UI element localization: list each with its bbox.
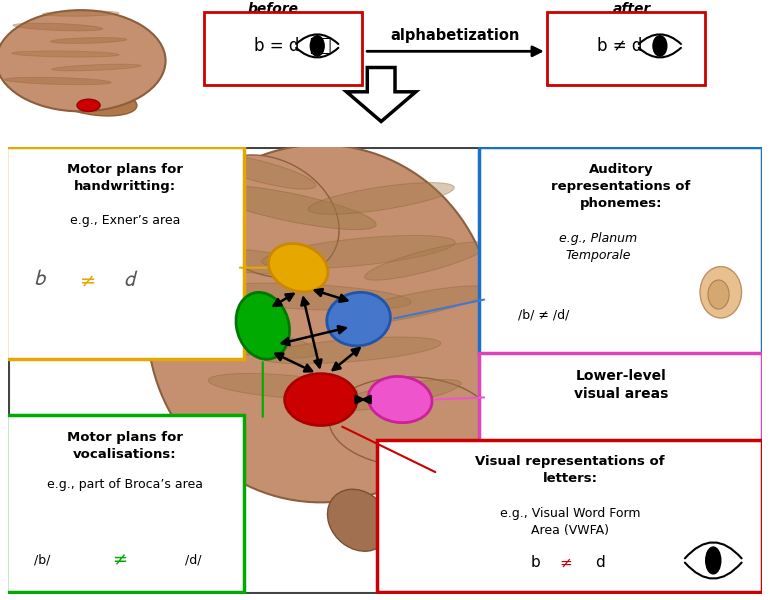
FancyBboxPatch shape	[479, 353, 762, 444]
Text: e.g., part of Broca’s area: e.g., part of Broca’s area	[47, 478, 203, 491]
Ellipse shape	[206, 154, 316, 189]
FancyBboxPatch shape	[547, 12, 705, 85]
Text: alphabetization: alphabetization	[390, 28, 521, 43]
Ellipse shape	[13, 23, 102, 31]
Ellipse shape	[147, 145, 494, 502]
Ellipse shape	[329, 377, 494, 467]
Ellipse shape	[364, 242, 488, 280]
Ellipse shape	[308, 182, 454, 214]
Text: before: before	[248, 2, 299, 16]
Text: /b/: /b/	[34, 554, 51, 567]
Text: ≠: ≠	[79, 272, 96, 290]
Text: $\mathcal{d}$: $\mathcal{d}$	[123, 270, 139, 290]
FancyBboxPatch shape	[204, 12, 362, 85]
Ellipse shape	[368, 376, 432, 422]
Text: Auditory
representations of
phonemes:: Auditory representations of phonemes:	[551, 163, 691, 209]
FancyBboxPatch shape	[479, 147, 762, 355]
Ellipse shape	[42, 11, 119, 16]
Ellipse shape	[55, 86, 137, 116]
Polygon shape	[346, 67, 416, 121]
Ellipse shape	[5, 77, 111, 85]
Ellipse shape	[262, 235, 455, 269]
Text: /b/ ≠ /d/: /b/ ≠ /d/	[517, 308, 569, 321]
Text: ≠: ≠	[112, 551, 127, 569]
Text: Visual representations of
letters:: Visual representations of letters:	[475, 455, 665, 485]
Ellipse shape	[700, 266, 742, 318]
FancyBboxPatch shape	[6, 415, 244, 592]
Text: e.g., Exner’s area: e.g., Exner’s area	[70, 214, 180, 227]
Text: $\mathcal{b}$: $\mathcal{b}$	[33, 269, 47, 289]
Text: e.g., Visual Word Form
Area (VWFA): e.g., Visual Word Form Area (VWFA)	[500, 507, 640, 537]
Text: e.g., Planum
Temporale: e.g., Planum Temporale	[559, 232, 638, 262]
Ellipse shape	[200, 283, 411, 310]
FancyBboxPatch shape	[9, 148, 761, 593]
Ellipse shape	[261, 337, 440, 364]
FancyBboxPatch shape	[6, 147, 244, 359]
Text: b: b	[531, 555, 541, 570]
Text: after: after	[612, 2, 651, 16]
Ellipse shape	[0, 10, 166, 112]
Ellipse shape	[326, 292, 390, 346]
Ellipse shape	[236, 292, 290, 359]
FancyBboxPatch shape	[377, 440, 762, 592]
Text: /d/: /d/	[185, 554, 202, 567]
Ellipse shape	[12, 51, 119, 57]
Text: d: d	[595, 555, 605, 570]
Ellipse shape	[327, 489, 390, 551]
Text: ≠: ≠	[560, 555, 572, 570]
Ellipse shape	[52, 64, 141, 71]
Ellipse shape	[333, 286, 490, 326]
Ellipse shape	[51, 38, 126, 43]
Ellipse shape	[172, 325, 319, 358]
Text: b ≠ d: b ≠ d	[597, 37, 642, 55]
Ellipse shape	[653, 36, 667, 56]
Text: Motor plans for
handwritting:: Motor plans for handwritting:	[67, 163, 183, 193]
Ellipse shape	[197, 155, 339, 278]
Text: b = d: b = d	[254, 37, 300, 55]
Ellipse shape	[708, 280, 729, 309]
Ellipse shape	[705, 547, 721, 574]
Ellipse shape	[206, 185, 376, 230]
Ellipse shape	[77, 99, 100, 112]
Ellipse shape	[179, 248, 313, 274]
Ellipse shape	[209, 373, 358, 399]
Ellipse shape	[269, 244, 328, 292]
Text: Lower-level
visual areas: Lower-level visual areas	[574, 369, 668, 401]
Text: Motor plans for
vocalisations:: Motor plans for vocalisations:	[67, 431, 183, 461]
Ellipse shape	[332, 380, 461, 410]
Ellipse shape	[285, 374, 357, 425]
Ellipse shape	[310, 36, 324, 56]
Text: 👁‍🗨: 👁‍🗨	[310, 37, 331, 55]
